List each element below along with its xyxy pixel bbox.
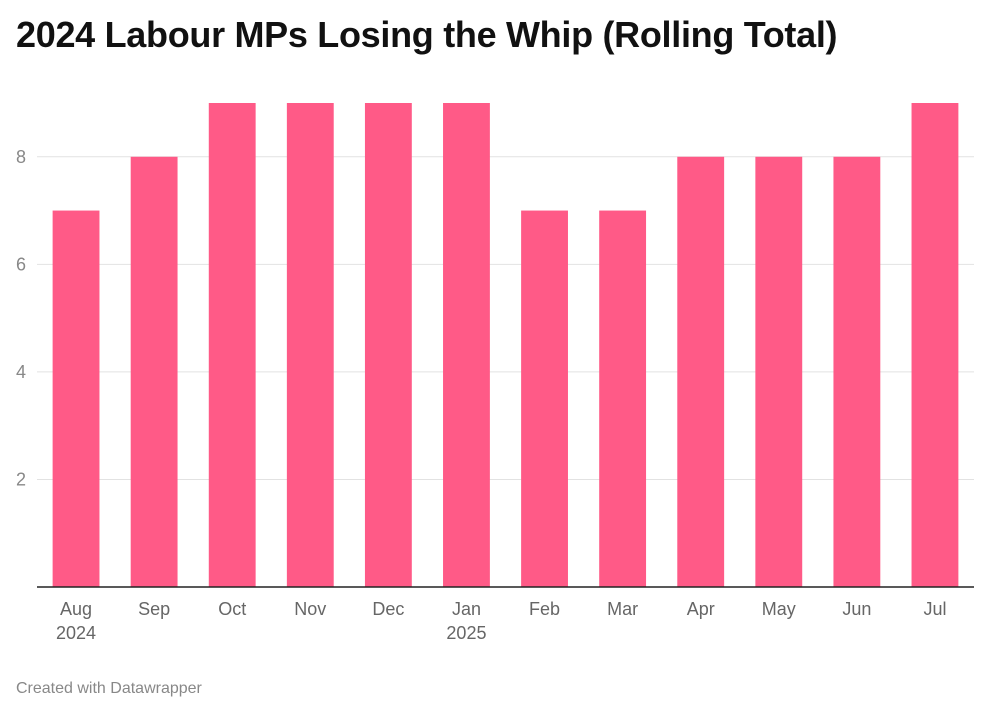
bar-aug [52, 210, 100, 588]
x-tick-label: May [762, 599, 796, 619]
y-tick-label: 2 [16, 469, 26, 489]
bars [52, 103, 959, 588]
x-tick-label: Apr [687, 599, 715, 619]
bar-nov [286, 103, 334, 587]
bar-jan [443, 103, 490, 587]
x-tick-label: Jan [452, 599, 481, 619]
x-tick-label: Oct [218, 599, 246, 619]
bar-jun [833, 156, 881, 587]
bar-oct [208, 103, 256, 587]
x-tick-label: Feb [529, 599, 560, 619]
bar-jul [911, 103, 959, 587]
chart-title: 2024 Labour MPs Losing the Whip (Rolling… [16, 14, 838, 55]
bar-feb [521, 210, 568, 588]
y-tick-label: 8 [16, 147, 26, 167]
y-tick-label: 6 [16, 254, 26, 274]
bar-may [755, 156, 803, 587]
y-tick-label: 4 [16, 362, 26, 382]
x-tick-label: Nov [294, 599, 326, 619]
bar-mar [599, 210, 647, 588]
x-tick-year-label: 2024 [56, 623, 96, 643]
x-tick-label: Sep [138, 599, 170, 619]
x-tick-label: Aug [60, 599, 92, 619]
bar-apr [677, 156, 725, 587]
x-tick-label: Jun [842, 599, 871, 619]
bar-dec [364, 103, 412, 587]
x-tick-label: Mar [607, 599, 638, 619]
x-tick-label: Jul [923, 599, 946, 619]
x-tick-label: Dec [372, 599, 404, 619]
bar-sep [130, 156, 178, 587]
footer-credit: Created with Datawrapper [16, 680, 202, 697]
x-axis-labels: Aug 2024 Sep Oct Nov Dec Jan 2025 Feb Mar Apr May Ju… [56, 599, 946, 643]
gridlines: 2 4 6 8 [16, 147, 974, 489]
x-tick-year-label: 2025 [446, 623, 486, 643]
